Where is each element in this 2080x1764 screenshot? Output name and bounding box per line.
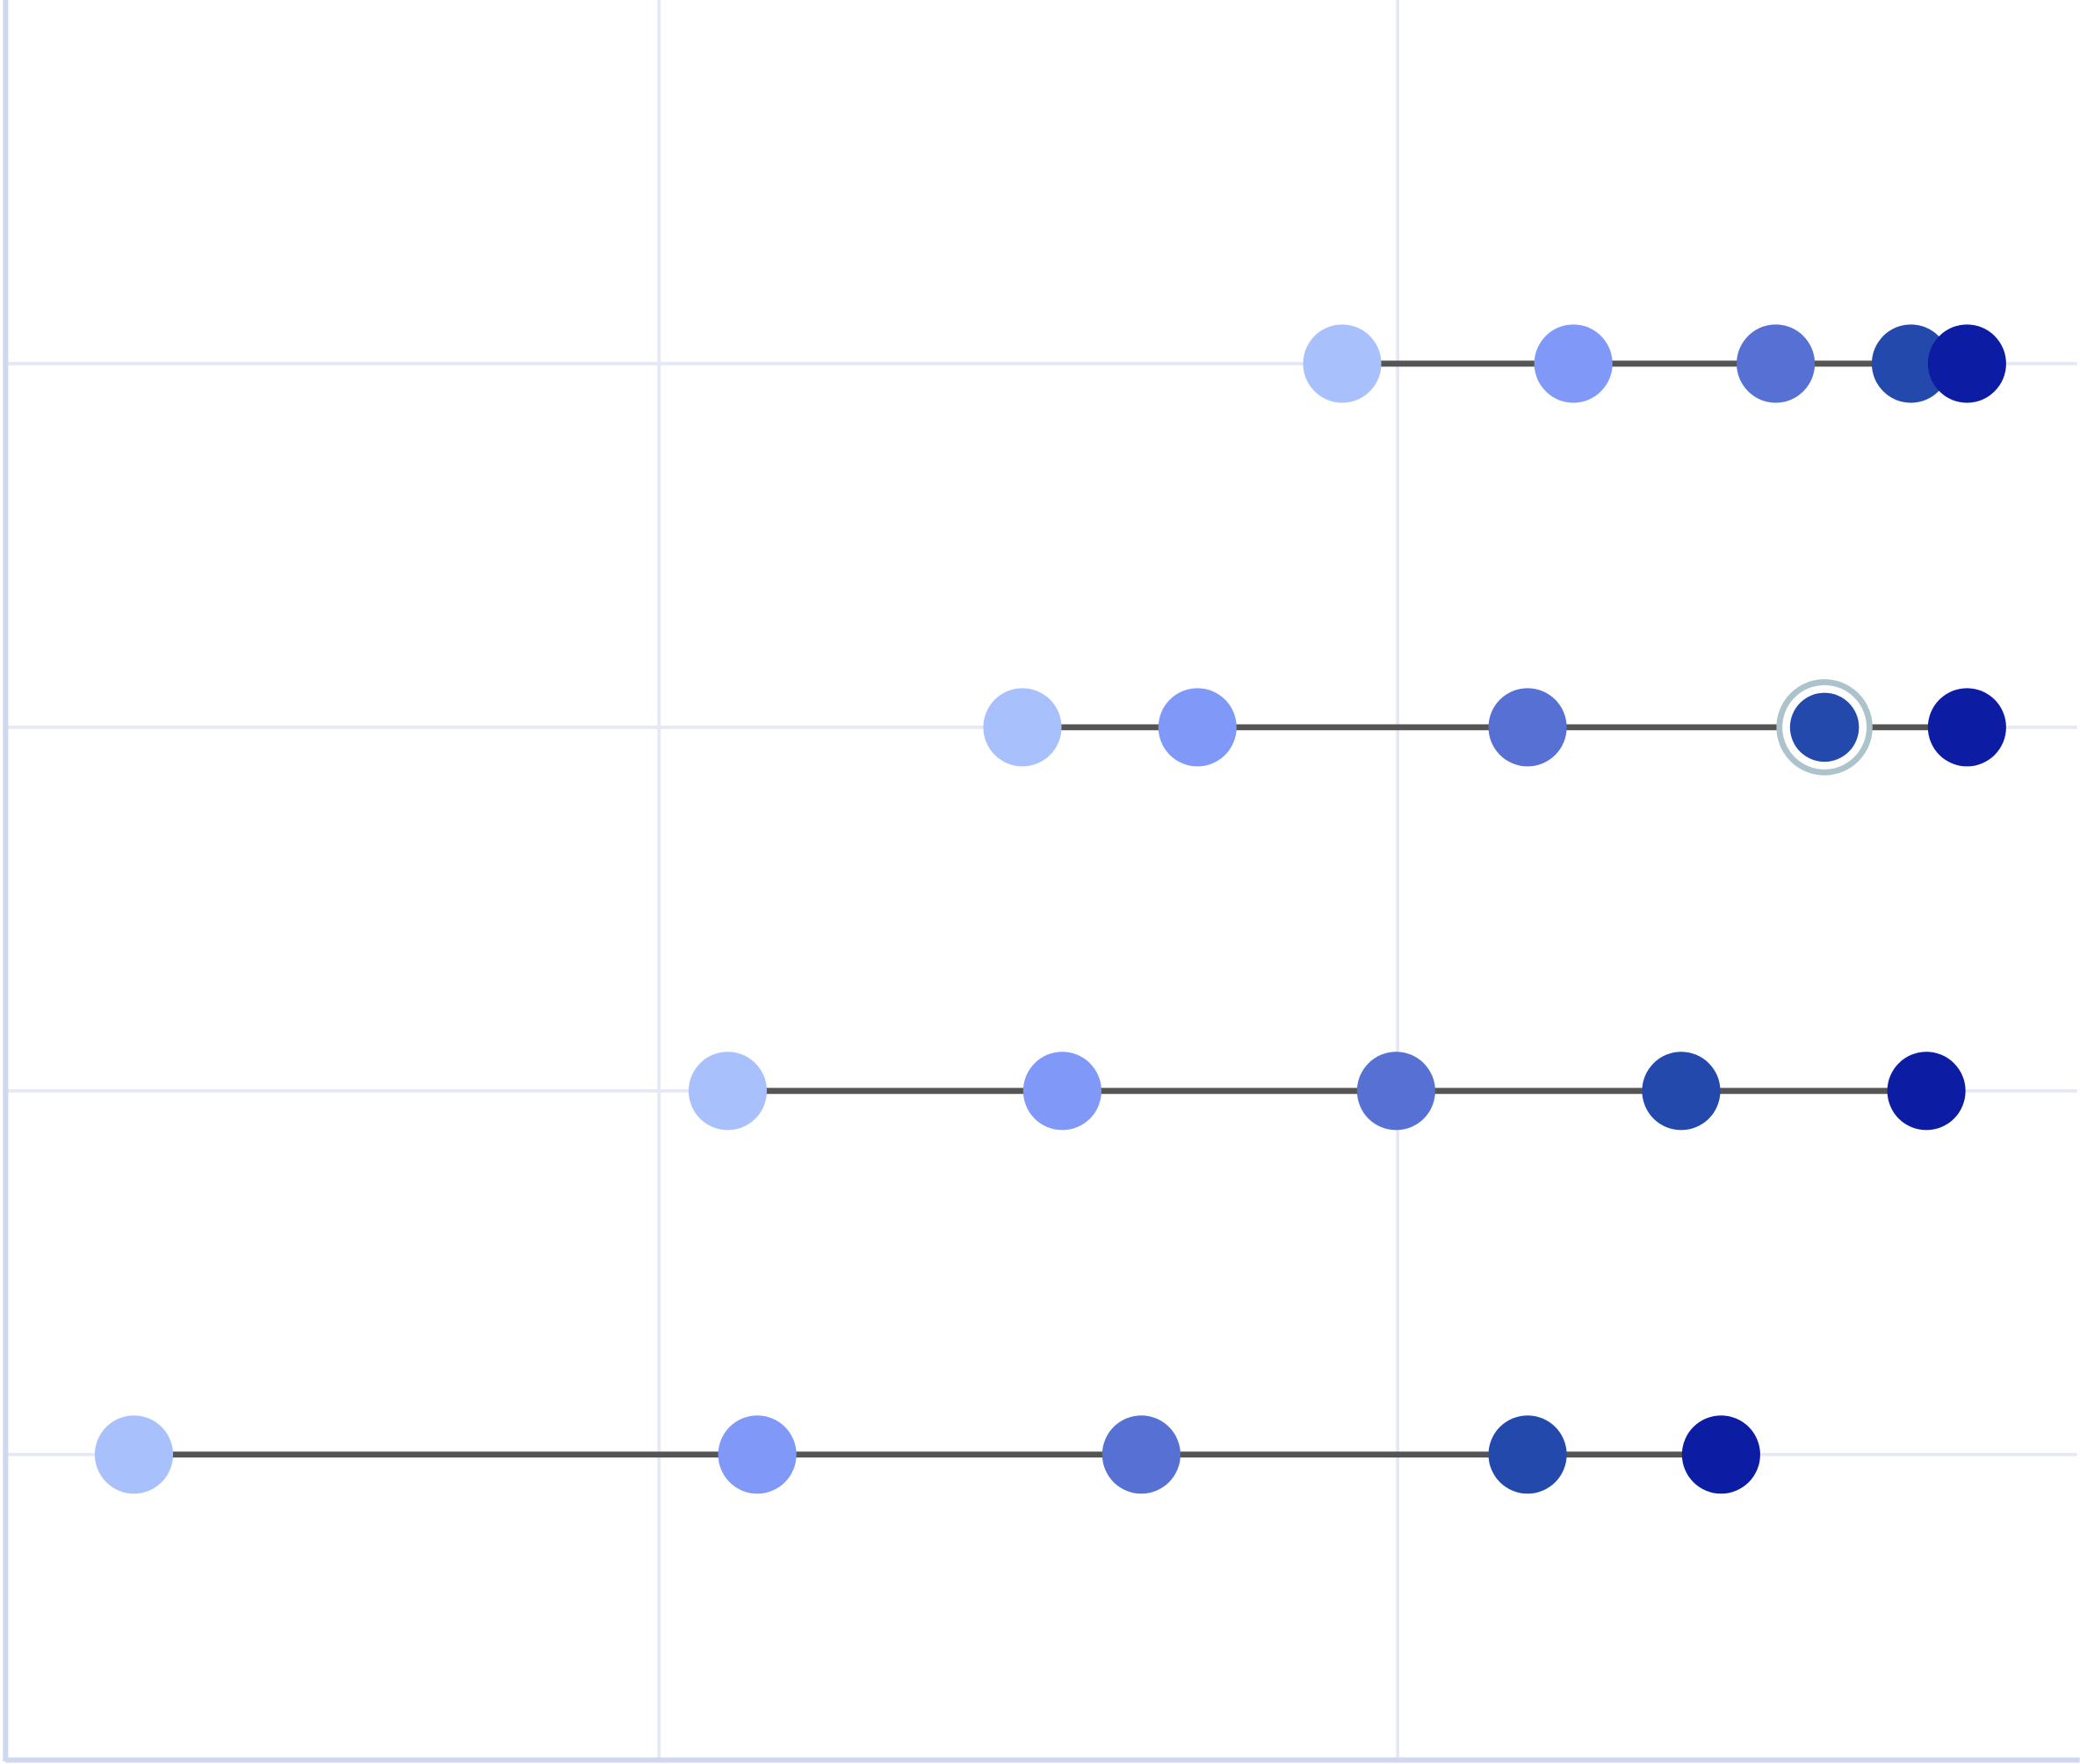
data-point — [1158, 688, 1237, 767]
data-point — [1534, 324, 1613, 403]
data-point — [1101, 1415, 1181, 1494]
data-point — [1488, 1415, 1567, 1494]
data-point — [1642, 1052, 1721, 1131]
data-points — [94, 324, 2006, 1494]
data-point — [1303, 324, 1382, 403]
data-point — [1789, 692, 1860, 763]
gridlines — [6, 0, 2077, 1760]
data-point — [94, 1415, 174, 1494]
data-point — [1927, 688, 2006, 767]
data-point — [1488, 688, 1567, 767]
data-point — [1022, 1052, 1101, 1131]
data-point — [1927, 324, 2006, 403]
data-point — [718, 1415, 797, 1494]
connector-lines — [134, 360, 1968, 1458]
data-point — [983, 688, 1062, 767]
data-point — [1887, 1052, 1966, 1131]
data-point — [1871, 324, 1951, 403]
data-point — [1681, 1415, 1760, 1494]
data-point — [1356, 1052, 1435, 1131]
data-point — [688, 1052, 768, 1131]
data-point — [1737, 324, 1816, 403]
